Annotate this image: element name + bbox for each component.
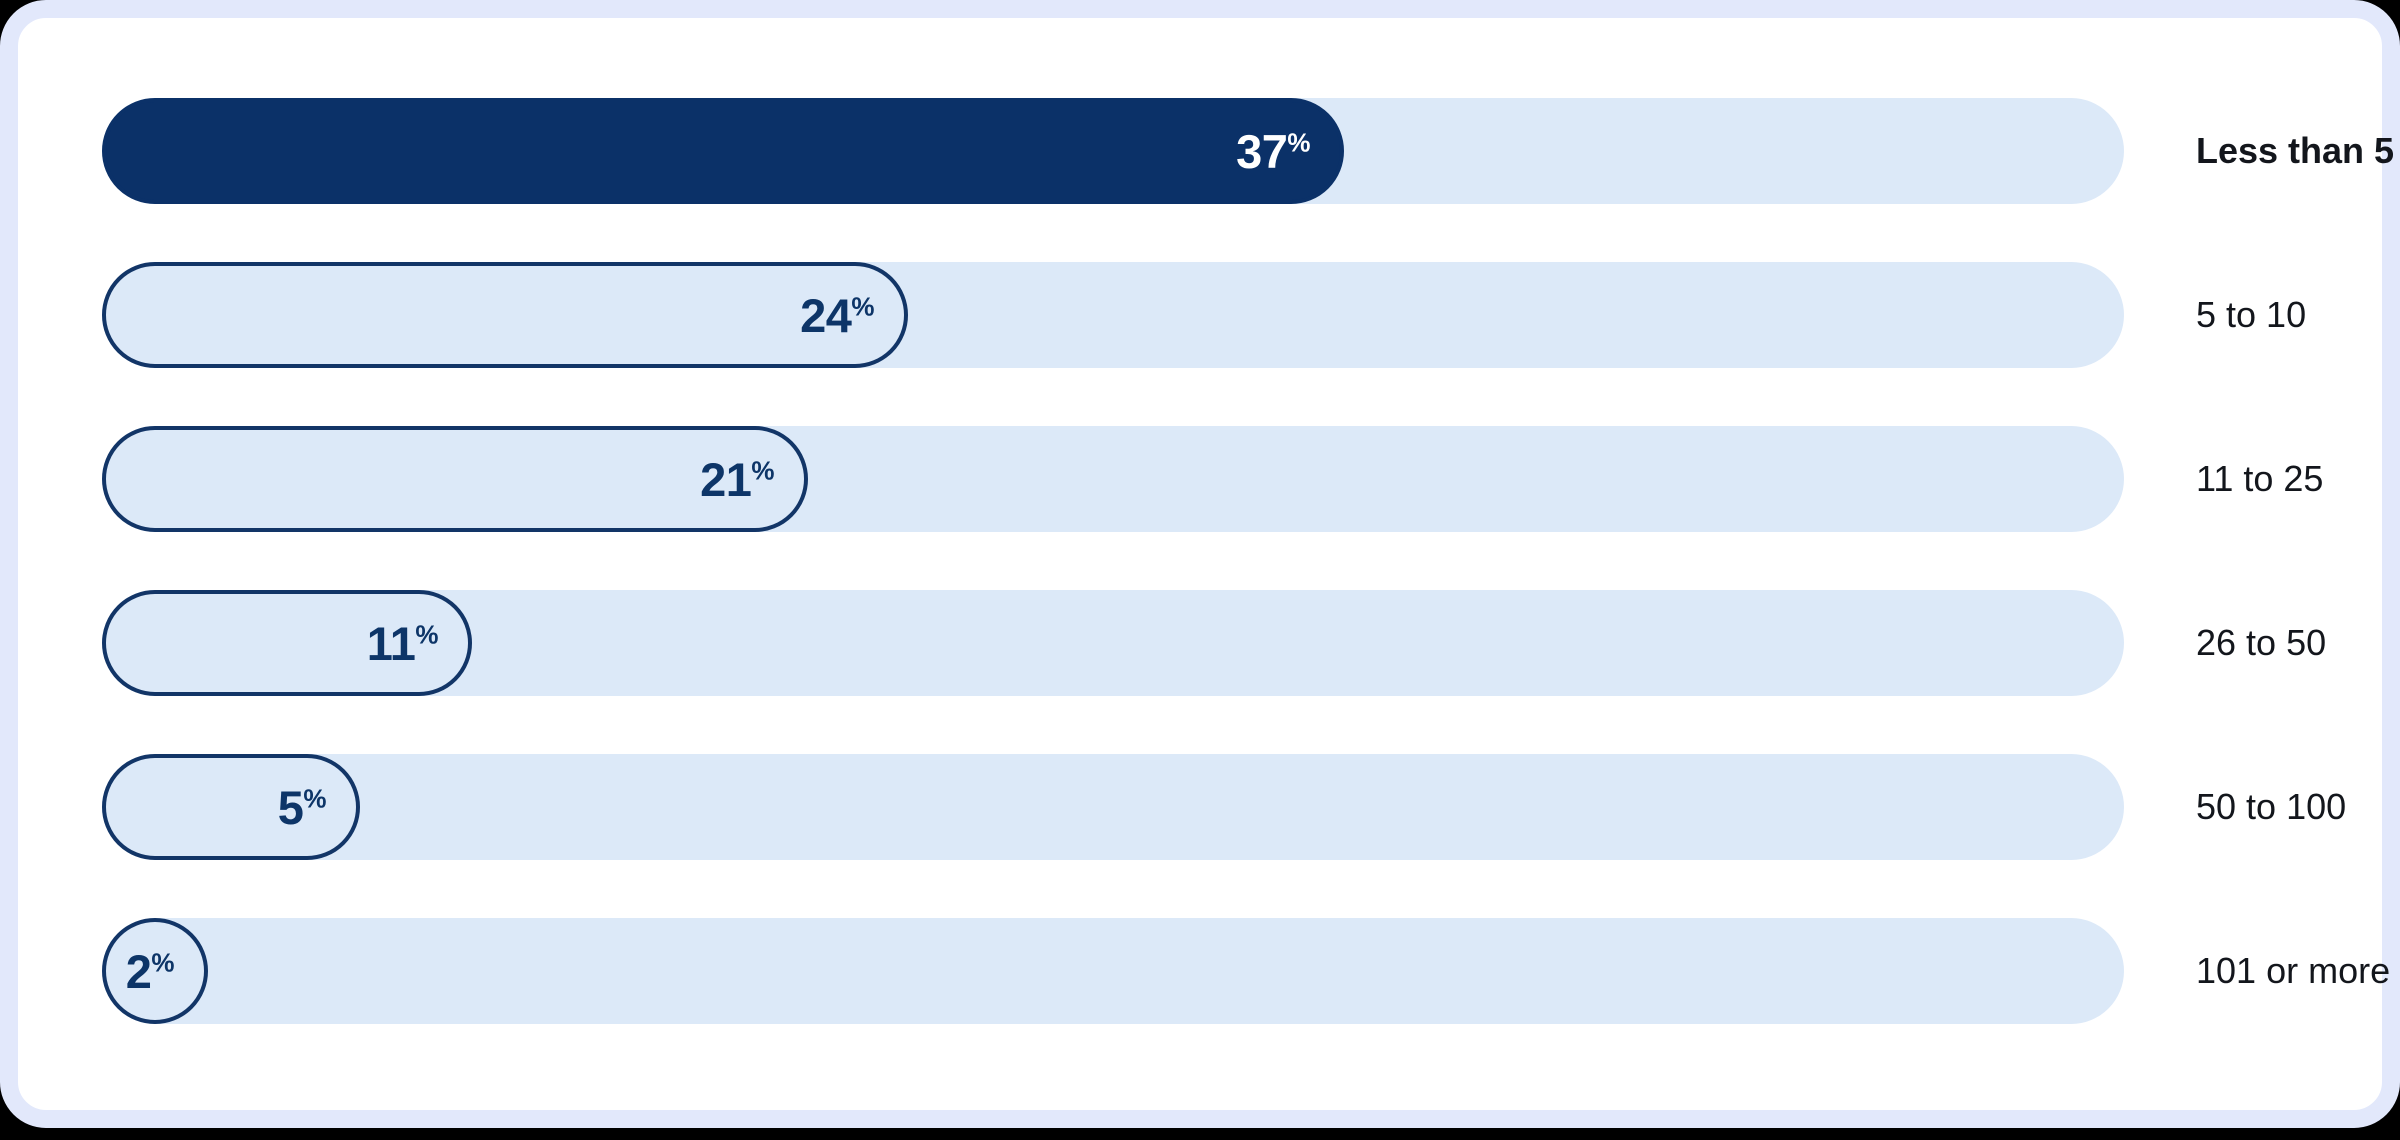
bar-row: 11% 26 to 50 — [84, 590, 2364, 696]
bar-value[interactable]: 37% — [102, 98, 1344, 204]
category-label: Less than 5 — [2196, 130, 2395, 171]
bar-value[interactable]: 2% — [102, 918, 208, 1024]
bar-value-label: 11% — [366, 616, 439, 670]
horizontal-bar-chart: 37% Less than 5 24% 5 to 10 21% 11 to 25 11% 26… — [84, 98, 2394, 1058]
bar-row: 5% 50 to 100 — [84, 754, 2364, 860]
category-label: 101 or more — [2196, 950, 2391, 991]
category-label: 5 to 10 — [2196, 294, 2307, 335]
bar-value-label: 2% — [125, 944, 175, 998]
bar-row: 2% 101 or more — [84, 918, 2390, 1024]
bar-row: 24% 5 to 10 — [84, 262, 2364, 368]
category-label: 26 to 50 — [2196, 622, 2327, 663]
bar-value[interactable]: 24% — [102, 262, 908, 368]
bar-row: 37% Less than 5 — [84, 98, 2394, 204]
bar-value[interactable]: 21% — [102, 426, 808, 532]
percent-sign: % — [1287, 126, 1310, 157]
category-label: 11 to 25 — [2196, 458, 2324, 499]
percent-sign: % — [751, 454, 774, 485]
bar-track — [102, 754, 2124, 860]
percent-sign: % — [303, 782, 326, 813]
category-label: 50 to 100 — [2196, 786, 2347, 827]
percent-sign: % — [415, 618, 438, 649]
percent-sign: % — [151, 946, 174, 977]
bar-value[interactable]: 11% — [102, 590, 472, 696]
percent-sign: % — [851, 290, 874, 321]
bar-value-label: 37% — [1236, 124, 1310, 178]
bar-row: 21% 11 to 25 — [84, 426, 2364, 532]
bar-value-label: 24% — [800, 288, 874, 342]
bar-track — [102, 918, 2124, 1024]
bar-value-label: 21% — [700, 452, 774, 506]
bar-value-label: 5% — [277, 780, 327, 834]
bar-value[interactable]: 5% — [102, 754, 360, 860]
